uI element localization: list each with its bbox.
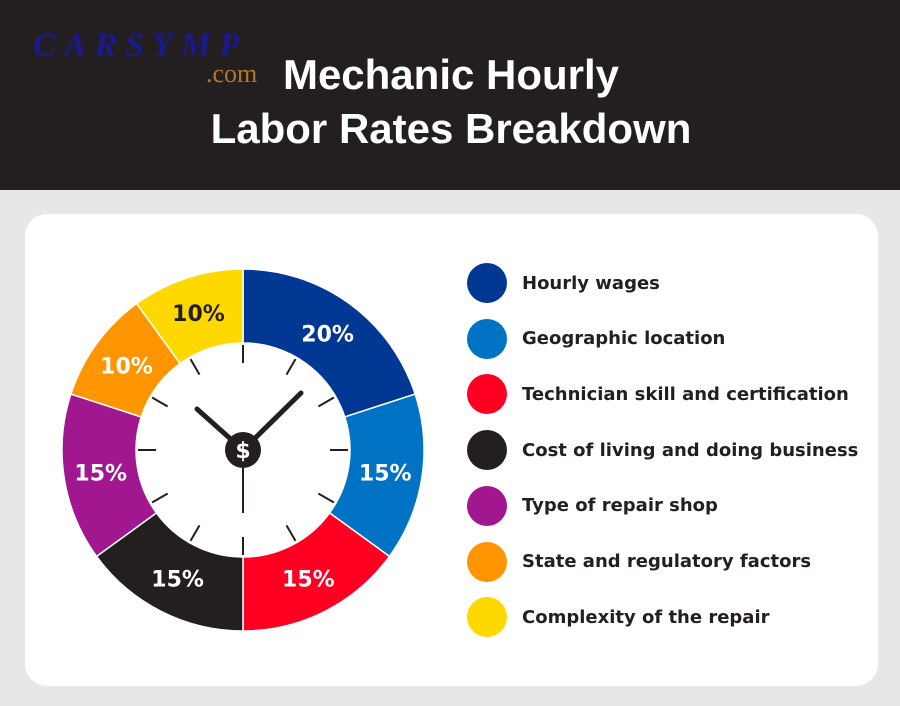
data-label-4: 15%: [74, 462, 127, 487]
data-label-1: 15%: [359, 462, 412, 487]
clock-tick: [285, 524, 297, 542]
logo-suffix: .com: [206, 59, 258, 88]
legend-label: Technician skill and certification: [522, 383, 849, 405]
legend-label: Hourly wages: [522, 272, 660, 294]
title-line-1: Mechanic Hourly: [282, 51, 620, 98]
data-label-2: 15%: [282, 567, 335, 592]
legend-swatch: [467, 430, 507, 471]
legend-item: State and regulatory factors: [467, 541, 867, 582]
slice-0: [242, 268, 417, 418]
legend-swatch: [467, 318, 507, 359]
legend-item: Type of repair shop: [467, 485, 867, 526]
clock-tick: [317, 396, 335, 408]
logo-text: CARSYMP: [33, 27, 248, 64]
clock-tick: [285, 358, 297, 376]
legend-label: Cost of living and doing business: [522, 439, 859, 461]
legend-swatch: [467, 597, 507, 638]
clock-tick: [189, 358, 201, 376]
legend-swatch: [467, 374, 507, 415]
clock-tick: [189, 524, 201, 542]
slice-6: [135, 268, 244, 365]
legend-label: Geographic location: [522, 328, 726, 350]
data-label-3: 15%: [151, 567, 204, 592]
dollar-icon: [225, 432, 261, 468]
legend-swatch: [467, 541, 507, 582]
legend-item: Cost of living and doing business: [467, 430, 867, 471]
header: CARSYMP .com Mechanic Hourly Labor Rates…: [0, 0, 900, 190]
legend-label: Type of repair shop: [522, 495, 718, 517]
clock-tick: [151, 396, 169, 408]
clock-tick: [151, 492, 169, 504]
data-label-6: 10%: [172, 302, 225, 327]
legend-item: Complexity of the repair: [467, 597, 867, 638]
data-label-0: 20%: [301, 323, 354, 348]
dollar-sign: $: [235, 439, 250, 464]
legend-swatch: [467, 263, 507, 303]
legend-swatch: [467, 485, 507, 526]
title-line-2: Labor Rates Breakdown: [210, 105, 692, 152]
legend-label: Complexity of the repair: [522, 606, 770, 628]
legend-item: Technician skill and certification: [467, 374, 867, 415]
data-label-5: 10%: [100, 354, 153, 379]
legend-item: Hourly wages: [467, 263, 867, 303]
clock-tick: [317, 492, 335, 504]
legend-item: Geographic location: [467, 318, 867, 359]
legend-label: State and regulatory factors: [522, 551, 812, 572]
